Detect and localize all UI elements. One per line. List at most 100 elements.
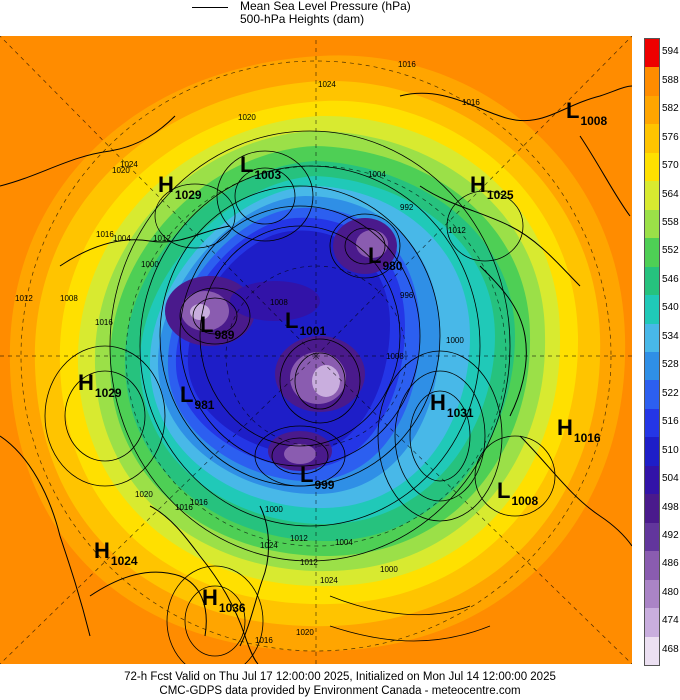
colorbar-cell [645,323,659,353]
pressure-system-h1036: H1036 [202,585,246,615]
pressure-system-h1024: H1024 [94,538,138,568]
system-pressure: 1008 [580,114,608,128]
system-type: L [300,462,314,487]
isobar-label: 1016 [96,230,114,239]
colorbar-cell [645,437,659,467]
pressure-system-l999: L999 [300,462,334,492]
colorbar-cell [645,408,659,438]
isobar-label: 1020 [238,113,256,122]
system-pressure: 981 [194,398,215,412]
isobar-label: 1012 [290,534,308,543]
pressure-system-l989: L989 [200,312,234,342]
forecast-map [0,36,632,664]
isobar-label: 1008 [270,298,288,307]
isobar-label: 1012 [448,226,466,235]
colorbar-cell [645,238,659,268]
isobar-label: 1008 [60,294,78,303]
colorbar-label: 474 [662,615,679,627]
pressure-system-h1016: H1016 [557,415,601,445]
system-type: L [240,152,254,177]
map-legend: Mean Sea Level Pressure (hPa) 500-hPa He… [0,0,680,36]
trough-1001 [230,281,320,321]
isobar-label: 1016 [462,98,480,107]
isobar-label: 1016 [95,318,113,327]
colorbar-cell [645,39,659,68]
system-pressure: 999 [314,478,335,492]
colorbar-label: 516 [662,416,679,428]
system-pressure: 1008 [511,494,539,508]
isobar-label: 1016 [255,636,273,645]
colorbar-cell [645,380,659,410]
system-type: L [285,308,299,333]
colorbar-cell [645,124,659,154]
system-type: L [180,382,194,407]
colorbar-label: 528 [662,359,679,371]
system-pressure: 1025 [486,188,514,202]
colorbar-label: 486 [662,558,679,570]
colorbar-cell [645,95,659,125]
colorbar-cell [645,494,659,524]
system-pressure: 1001 [299,324,327,338]
system-type: H [470,172,486,197]
isobars [44,130,556,664]
isobar-label: 1000 [265,505,283,514]
isobar-label: 1024 [318,80,336,89]
colorbar-cell [645,636,659,666]
coastlines [0,85,632,664]
system-pressure: 1029 [94,386,122,400]
low-core-l999-inner [284,444,316,464]
system-pressure: 1016 [573,431,601,445]
colorbar-label: 552 [662,245,679,257]
colorbar-cell [645,352,659,381]
colorbar-label: 546 [662,273,679,285]
isobar-label: 1024 [260,541,278,550]
colorbar-cell [645,608,659,638]
colorbar-cell [645,152,659,182]
colorbar-cell [645,579,659,609]
colorbar-label: 558 [662,216,679,228]
colorbar-label: 534 [662,330,679,342]
isobar-label: 1020 [112,166,130,175]
colorbar-label: 588 [662,74,679,86]
pressure-system-l980: L980 [368,243,402,273]
system-pressure: 1031 [446,406,474,420]
isobar-label: 1012 [15,294,33,303]
isobar-label: 1008 [386,352,404,361]
colorbar-cell [645,181,659,211]
colorbar-label: 504 [662,473,679,485]
pressure-system-l1008-ne: L1008 [566,98,607,128]
pressure-system-h1029-nw: H1029 [158,172,202,202]
isobar-label: 1000 [141,260,159,269]
system-pressure: 1003 [254,168,282,182]
footer-valid-time: 72-h Fcst Valid on Thu Jul 17 12:00:00 2… [124,671,556,683]
isobar-label: 1004 [335,538,353,547]
system-type: H [78,370,94,395]
isobar-label: 1012 [300,558,318,567]
system-pressure: 989 [214,328,235,342]
legend-heights-label: 500-hPa Heights (dam) [240,12,365,26]
colorbar-label: 582 [662,103,679,115]
colorbar-label: 480 [662,586,679,598]
pressure-system-h1029-w: H1029 [78,370,122,400]
colorbar-label: 564 [662,188,679,200]
isobar-label: 1024 [320,576,338,585]
system-type: L [368,243,382,268]
colorbar-label: 468 [662,643,679,655]
graticule [0,36,632,664]
map-footer: 72-h Fcst Valid on Thu Jul 17 12:00:00 2… [0,670,680,698]
system-pressure: 1024 [110,554,138,568]
colorbar [644,38,660,666]
system-type: L [497,478,511,503]
isobar-label: 1016 [398,60,416,69]
system-type: L [566,98,580,123]
colorbar-label: 510 [662,444,679,456]
isobar-label: 1016 [175,503,193,512]
system-type: H [158,172,174,197]
colorbar-label: 498 [662,501,679,513]
pressure-system-l981: L981 [180,382,214,412]
pressure-system-l1001: L1001 [285,308,326,338]
colorbar-label: 570 [662,160,679,172]
isobar-label: 1004 [368,170,386,179]
system-type: L [200,312,214,337]
colorbar-label: 492 [662,529,679,541]
